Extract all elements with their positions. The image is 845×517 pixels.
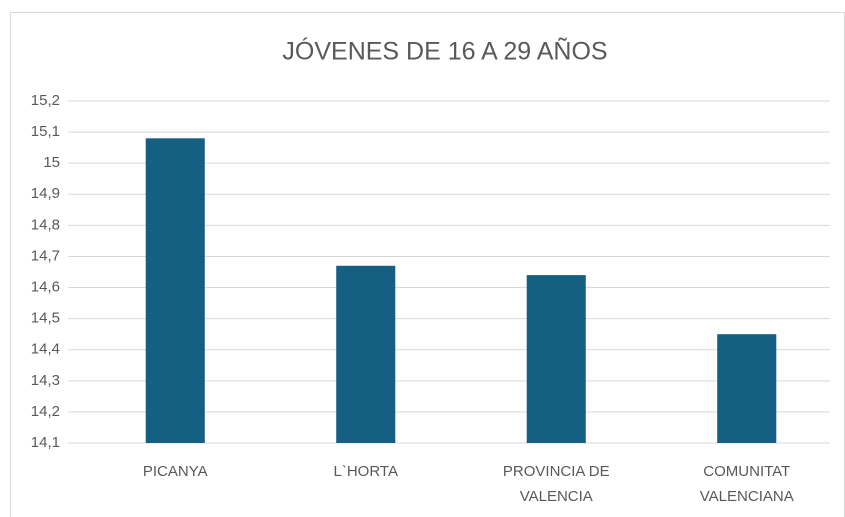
- x-tick-label: PROVINCIA DE VALENCIA: [502, 463, 610, 505]
- y-tick-label: 14,2: [31, 403, 60, 420]
- y-tick-label: 14,5: [31, 310, 60, 327]
- y-tick-label: 14,9: [31, 185, 60, 202]
- y-tick-label: 14,4: [31, 341, 60, 358]
- y-tick-label: 14,6: [31, 279, 60, 296]
- y-tick-label: 14,8: [31, 216, 60, 233]
- x-tick-label: PICANYA: [142, 463, 208, 480]
- x-tick-label: COMUNITAT VALENCIANA: [699, 463, 794, 505]
- y-tick-label: 15,1: [31, 123, 60, 140]
- y-tick-label: 15,2: [31, 92, 60, 109]
- chart-title: JÓVENES DE 16 A 29 AÑOS: [282, 37, 607, 66]
- y-tick-label: 14,7: [31, 247, 60, 264]
- bar: [336, 265, 396, 443]
- y-tick-label: 14,1: [31, 434, 60, 451]
- y-tick-label: 15: [43, 154, 60, 171]
- bar: [145, 138, 205, 444]
- y-tick-label: 14,3: [31, 372, 60, 389]
- x-tick-label: L`HORTA: [333, 463, 398, 480]
- bar: [526, 275, 586, 443]
- bar: [717, 334, 777, 443]
